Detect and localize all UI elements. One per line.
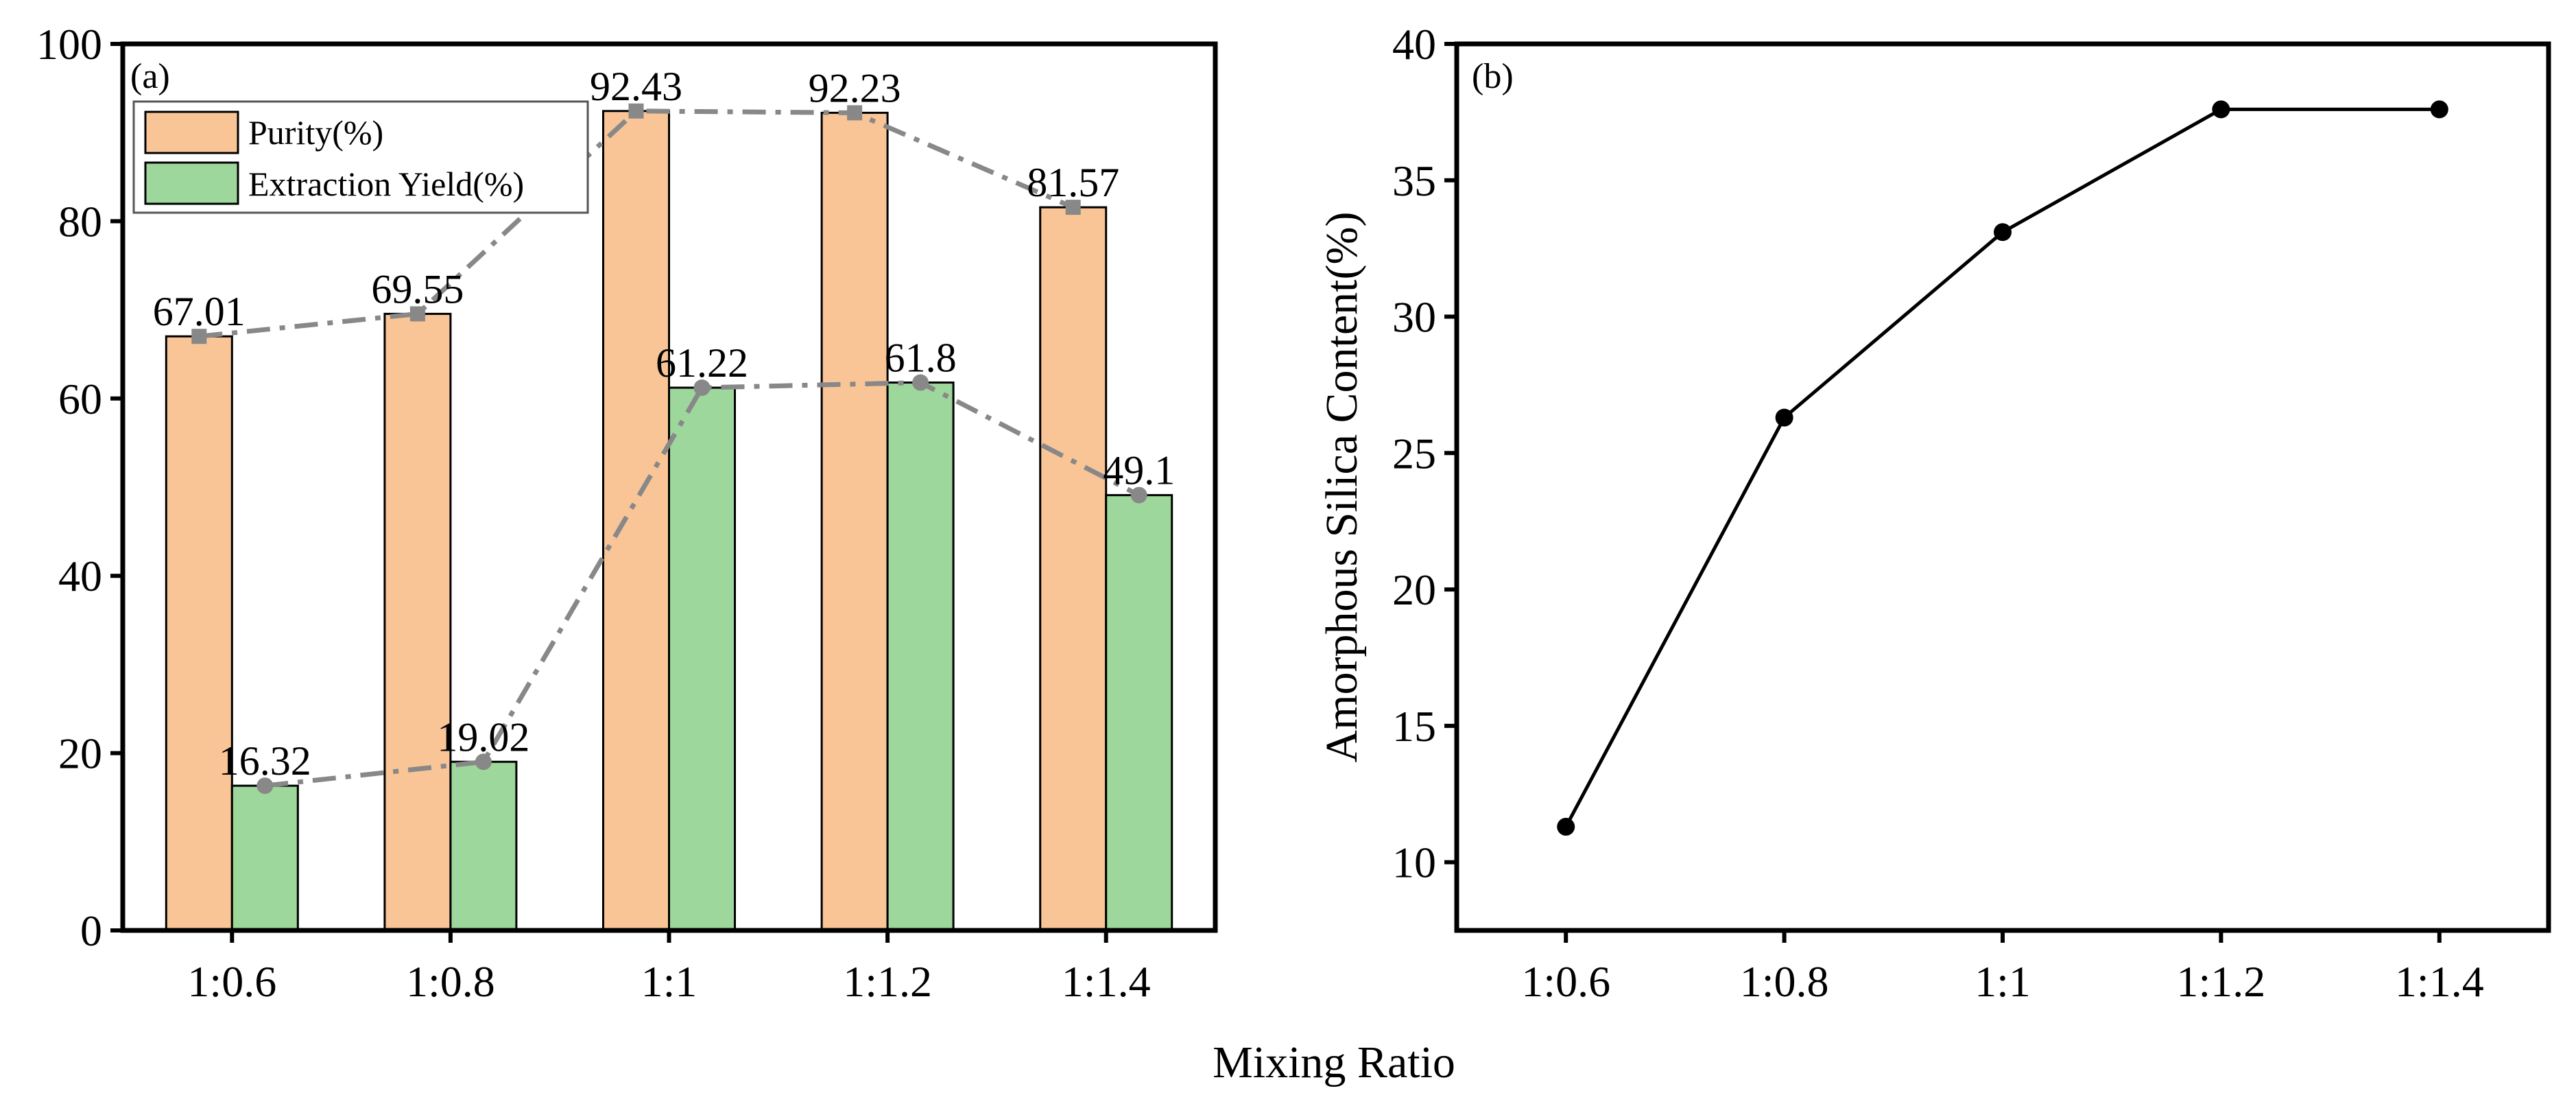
legend-swatch-purity [144,110,239,154]
bar-yield-1 [449,760,518,932]
legend-label-purity: Purity(%) [248,113,383,152]
y-tick-label-b-6: 40 [1392,20,1436,69]
bar-purity-3 [820,111,889,932]
trend-marker-yield-3 [912,374,929,391]
legend-swatch-yield [144,161,239,205]
panel-b-y-axis-title: Amorphous Silica Content(%) [1317,212,1367,763]
y-tick-label-b-3: 25 [1392,429,1436,478]
panel-b-y-axis: 10 15 20 25 30 35 40 [1392,20,1457,887]
y-tick-label-a-3: 60 [58,375,102,423]
y-tick-label-b-5: 35 [1392,156,1436,205]
y-tick-label-a-2: 40 [58,552,102,600]
panel-b-x-axis: 1:0.6 1:0.8 1:1 1:1.2 1:1.4 [1521,930,2484,1006]
panel-a-bars [165,110,1173,932]
panel-a-x-axis: 1:0.6 1:0.8 1:1 1:1.2 1:1.4 [187,930,1151,1006]
y-tick-label-a-5: 100 [36,20,102,69]
point-amorphous-silica-0 [1557,817,1575,836]
trend-marker-yield-0 [257,777,274,795]
x-tick-label-b-2: 1:1 [1975,957,2031,1006]
panel-b: 10 15 20 25 30 35 40 1:0.6 1:0.8 1:1 1:1.2 1:1.4 (… [1317,20,2551,1006]
trend-marker-yield-4 [1130,486,1147,504]
value-label-yield-4: 49.1 [1103,448,1175,493]
point-amorphous-silica-1 [1775,408,1793,427]
value-label-purity-3: 92.23 [809,65,901,110]
x-tick-label-a-3: 1:1.2 [843,957,932,1006]
bar-yield-3 [886,381,955,932]
shared-x-axis-title: Mixing Ratio [1213,1037,1455,1088]
trend-marker-purity-1 [409,306,425,322]
x-tick-label-b-0: 1:0.6 [1521,957,1610,1006]
y-tick-label-b-0: 10 [1392,838,1436,887]
y-tick-label-b-1: 15 [1392,702,1436,751]
bar-purity-1 [383,312,452,932]
trend-marker-yield-2 [693,379,711,397]
panel-b-frame [1454,41,2551,933]
value-label-purity-2: 92.43 [590,64,682,109]
panel-b-label: (b) [1472,57,1514,96]
value-label-purity-4: 81.57 [1027,160,1119,205]
x-tick-label-b-4: 1:1.4 [2395,957,2484,1006]
point-amorphous-silica-2 [1994,223,2012,242]
panel-a: 67.01 69.55 92.43 92.23 81.57 16.32 19.02 61.22… [36,20,1218,1006]
x-tick-label-a-0: 1:0.6 [187,957,276,1006]
panel-b-line [1557,100,2448,836]
point-amorphous-silica-4 [2430,100,2448,119]
bar-yield-0 [230,784,299,932]
value-label-purity-0: 67.01 [153,289,246,334]
x-tick-label-a-1: 1:0.8 [406,957,495,1006]
trend-line-yield [264,380,1141,788]
bar-purity-4 [1039,206,1108,932]
value-label-yield-3: 61.8 [885,336,957,381]
bar-yield-4 [1105,494,1173,932]
panel-a-y-axis: 0 20 40 60 80 100 [36,20,123,955]
y-tick-label-a-0: 0 [80,906,102,955]
x-tick-label-a-2: 1:1 [641,957,697,1006]
trend-marker-purity-0 [191,329,207,344]
x-tick-label-a-4: 1:1.4 [1062,957,1151,1006]
x-tick-label-b-3: 1:1.2 [2177,957,2266,1006]
bar-purity-2 [602,110,670,932]
bar-purity-0 [165,335,233,932]
trend-marker-yield-1 [475,753,492,771]
panel-a-trend-lines [191,103,1147,795]
series-line-amorphous-silica [1564,107,2440,828]
legend-label-yield: Extraction Yield(%) [248,165,524,203]
legend: Purity(%) Extraction Yield(%) [132,100,589,214]
y-tick-label-a-4: 80 [58,197,102,246]
value-label-yield-2: 61.22 [656,340,748,386]
value-label-yield-0: 16.32 [219,738,311,784]
y-tick-label-b-4: 30 [1392,293,1436,342]
y-tick-label-a-1: 20 [58,729,102,778]
panel-a-label: (a) [130,57,170,96]
panel-a-data-labels: 67.01 69.55 92.43 92.23 81.57 16.32 19.02 61.22… [153,64,1175,784]
trend-marker-purity-3 [847,105,863,121]
value-label-purity-1: 69.55 [371,266,464,312]
y-tick-label-b-2: 20 [1392,565,1436,614]
x-tick-label-b-1: 1:0.8 [1740,957,1829,1006]
value-label-yield-1: 19.02 [437,714,529,760]
trend-marker-purity-4 [1065,200,1081,215]
point-amorphous-silica-3 [2212,100,2230,119]
trend-marker-purity-2 [628,103,644,119]
bar-yield-2 [668,386,736,932]
